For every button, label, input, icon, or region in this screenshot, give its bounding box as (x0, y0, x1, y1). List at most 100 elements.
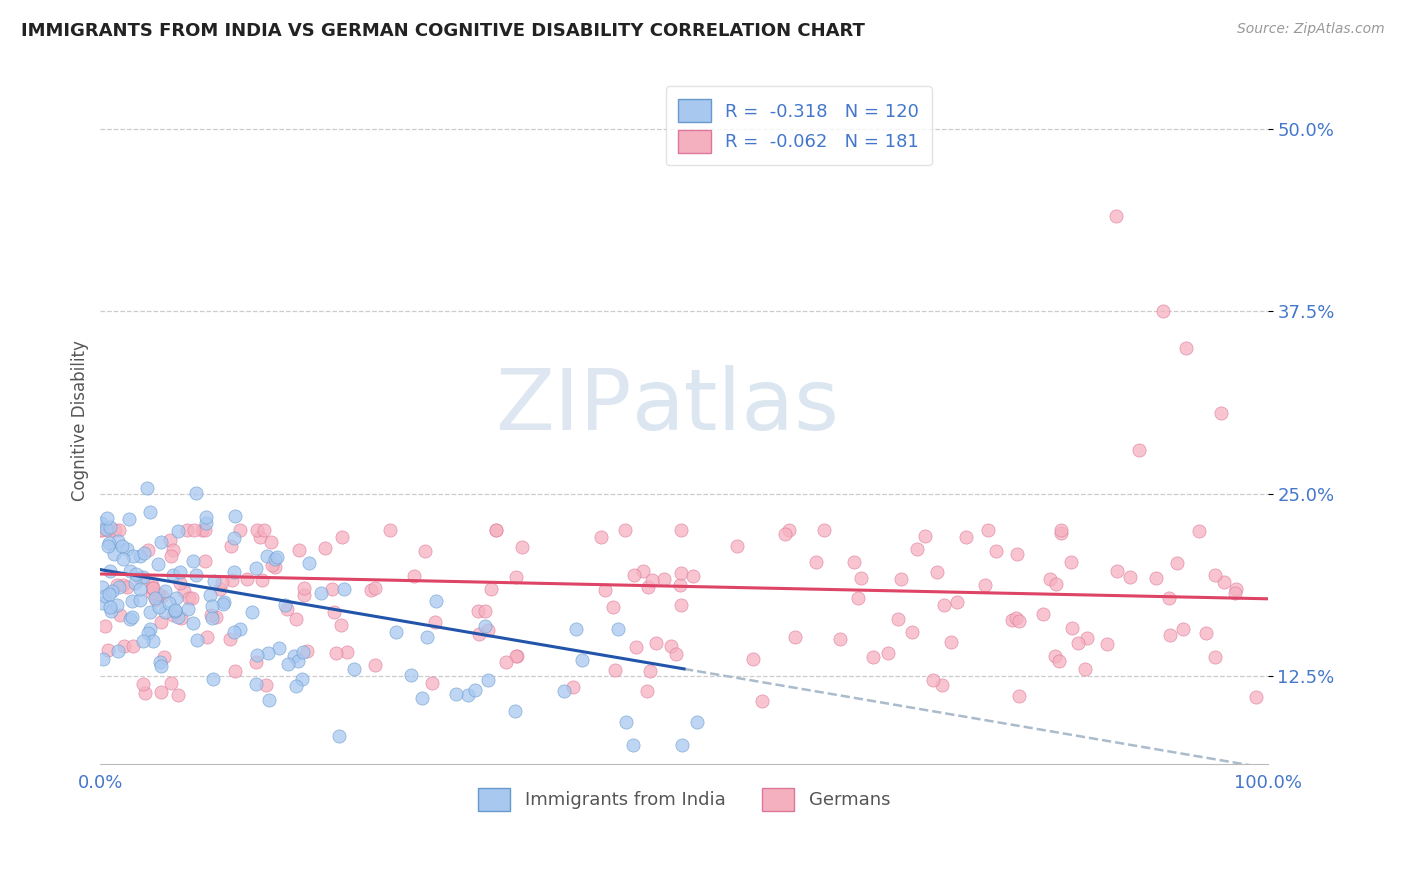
Point (194, 554, 217, 568)
Point (328, 729, 350, 743)
Point (413, 544, 436, 558)
Point (150, 685, 173, 699)
Point (1045, 577, 1067, 591)
Point (91, 651, 114, 665)
Point (153, 605, 176, 619)
Point (669, 523, 692, 537)
Point (813, 523, 835, 537)
Point (652, 572, 675, 586)
Point (641, 574, 664, 588)
Point (115, 580, 138, 594)
Point (292, 588, 315, 602)
Point (477, 623, 499, 637)
Point (474, 619, 496, 633)
Point (1001, 613, 1024, 627)
Point (671, 738, 693, 752)
Point (138, 626, 160, 640)
Point (143, 591, 166, 606)
Point (360, 582, 382, 597)
Point (218, 632, 240, 646)
Point (153, 583, 176, 598)
Point (163, 603, 186, 617)
Point (117, 542, 139, 557)
Point (240, 605, 263, 619)
Point (309, 586, 332, 600)
Point (246, 523, 269, 537)
Point (623, 568, 645, 582)
Point (565, 622, 588, 636)
Point (830, 632, 852, 647)
Text: ZIP: ZIP (495, 366, 631, 449)
Point (121, 610, 143, 624)
Point (284, 680, 307, 694)
Point (804, 555, 827, 569)
Point (150, 590, 173, 604)
Point (900, 624, 922, 639)
Point (659, 639, 682, 653)
Point (245, 560, 267, 574)
Point (145, 593, 167, 607)
Point (1076, 631, 1098, 645)
Point (1174, 341, 1197, 355)
Point (571, 653, 593, 667)
Point (169, 611, 191, 625)
Point (132, 634, 155, 648)
Point (277, 657, 299, 672)
Point (479, 582, 502, 597)
Point (195, 631, 218, 645)
Point (264, 560, 287, 574)
Point (162, 608, 184, 623)
Point (89, 523, 111, 537)
Point (636, 683, 658, 698)
Point (162, 567, 184, 582)
Point (974, 577, 997, 591)
Point (169, 576, 191, 591)
Point (291, 672, 314, 686)
Point (107, 534, 129, 549)
Point (1008, 614, 1031, 628)
Point (325, 646, 347, 660)
Point (250, 574, 273, 588)
Point (1005, 547, 1028, 561)
Point (94, 589, 117, 603)
Point (184, 485, 207, 500)
Point (905, 541, 928, 556)
Point (264, 552, 287, 566)
Point (1225, 582, 1247, 596)
Point (146, 587, 169, 601)
Point (124, 576, 146, 591)
Point (100, 605, 122, 619)
Point (605, 664, 627, 678)
Point (254, 677, 277, 691)
Point (1159, 628, 1181, 642)
Point (287, 655, 309, 669)
Point (1050, 526, 1073, 541)
Point (333, 582, 356, 597)
Point (139, 505, 162, 519)
Point (111, 539, 134, 553)
Point (118, 564, 141, 578)
Point (129, 582, 152, 596)
Point (946, 595, 969, 609)
Point (343, 662, 366, 676)
Point (363, 581, 385, 595)
Point (103, 547, 125, 561)
Point (128, 593, 150, 607)
Point (1039, 573, 1062, 587)
Point (1223, 586, 1246, 600)
Point (1166, 556, 1188, 570)
Point (204, 574, 226, 588)
Point (179, 591, 201, 606)
Point (166, 610, 188, 624)
Point (607, 622, 630, 636)
Point (385, 625, 408, 640)
Point (1119, 570, 1142, 584)
Point (638, 665, 661, 679)
Point (98, 536, 121, 550)
Point (129, 571, 152, 585)
Point (159, 676, 181, 690)
Point (181, 554, 204, 568)
Text: Source: ZipAtlas.com: Source: ZipAtlas.com (1237, 22, 1385, 37)
Point (631, 564, 654, 578)
Point (474, 604, 496, 618)
